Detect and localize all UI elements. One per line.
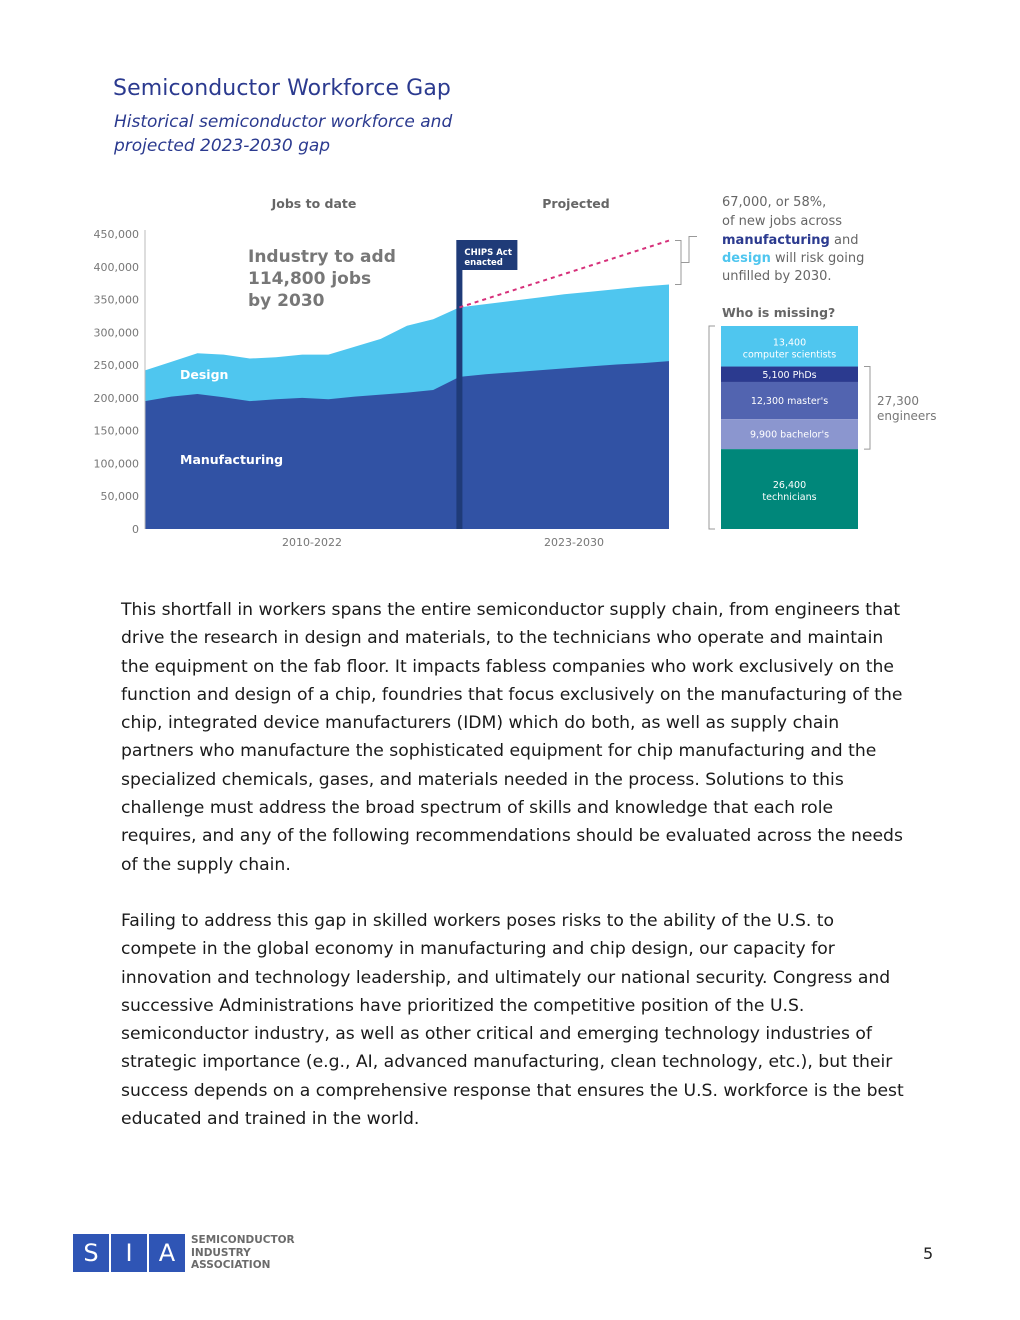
breakdown-label: 9,900 bachelor's bbox=[750, 430, 829, 441]
body-paragraph-2: Failing to address this gap in skilled w… bbox=[121, 911, 904, 1130]
y-tick-label: 300,000 bbox=[94, 326, 140, 339]
y-tick-label: 450,000 bbox=[94, 228, 140, 241]
page-subtitle: Historical semiconductor workforce and p… bbox=[114, 112, 453, 156]
headline-annotation-line: by 2030 bbox=[248, 291, 325, 311]
series-label-design: Design bbox=[180, 367, 228, 382]
y-tick-label: 0 bbox=[132, 523, 139, 536]
page-number: 5 bbox=[923, 1244, 934, 1263]
y-tick-label: 400,000 bbox=[94, 261, 140, 274]
chips-act-label-box bbox=[456, 240, 518, 270]
body-paragraph-1: This shortfall in workers spans the enti… bbox=[121, 600, 903, 875]
engineers-bracket bbox=[864, 366, 871, 450]
gap-connector bbox=[681, 236, 697, 264]
engineers-bracket-value: 27,300 bbox=[877, 394, 919, 408]
breakdown-segment bbox=[721, 449, 858, 529]
page-title: Semiconductor Workforce Gap bbox=[113, 76, 451, 101]
gap-note-line: unfilled by 2030. bbox=[722, 269, 832, 284]
logo-line-2: INDUSTRY bbox=[191, 1246, 251, 1259]
logo-letter-s: S bbox=[73, 1234, 109, 1272]
y-tick-label: 250,000 bbox=[94, 359, 140, 372]
y-tick-label: 350,000 bbox=[94, 294, 140, 307]
breakdown-count: 26,400 bbox=[773, 480, 806, 491]
breakdown-count: 13,400 bbox=[773, 337, 806, 348]
gap-note-line: design will risk going bbox=[722, 251, 864, 266]
breakdown-label: 5,100 PhDs bbox=[762, 370, 816, 381]
logo-line-1: SEMICONDUCTOR bbox=[191, 1234, 295, 1247]
y-tick-label: 200,000 bbox=[94, 392, 140, 405]
headline-annotation-line: Industry to add bbox=[248, 247, 396, 267]
section-label-jobs-to-date: Jobs to date bbox=[271, 196, 357, 211]
series-label-manufacturing: Manufacturing bbox=[180, 452, 283, 467]
gap-note-line: of new jobs across bbox=[722, 214, 842, 229]
chips-act-label-line-2: enacted bbox=[464, 258, 503, 268]
engineers-bracket-label: engineers bbox=[877, 409, 937, 423]
headline-annotation-line: 114,800 jobs bbox=[248, 269, 371, 289]
gap-note-line: manufacturing and bbox=[722, 233, 858, 248]
manufacturing-area bbox=[145, 361, 669, 529]
breakdown-title: Who is missing? bbox=[722, 305, 835, 320]
sia-logo: S I A SEMICONDUCTOR INDUSTRY ASSOCIATION bbox=[73, 1234, 295, 1272]
gap-bracket bbox=[675, 240, 682, 285]
breakdown-label: technicians bbox=[762, 492, 816, 503]
y-tick-label: 100,000 bbox=[94, 457, 140, 470]
section-label-projected: Projected bbox=[542, 196, 610, 211]
breakdown-label: 12,300 master's bbox=[751, 396, 828, 407]
logo-letter-i: I bbox=[111, 1234, 147, 1272]
breakdown-segment bbox=[721, 366, 858, 382]
workforce-chart: Jobs to date Projected 0 50,000 100,000 150,0… bbox=[94, 195, 937, 549]
breakdown-segment bbox=[721, 419, 858, 450]
y-tick-label: 50,000 bbox=[101, 490, 140, 503]
logo-letter-a: A bbox=[149, 1234, 185, 1272]
x-category-label: 2023-2030 bbox=[544, 536, 604, 549]
chips-act-marker bbox=[456, 240, 463, 529]
breakdown-segment bbox=[721, 381, 858, 420]
breakdown-label: computer scientists bbox=[743, 349, 837, 360]
logo-line-3: ASSOCIATION bbox=[191, 1259, 271, 1272]
chips-act-label-line-1: CHIPS Act bbox=[464, 248, 512, 258]
gap-note-line: 67,000, or 58%, bbox=[722, 195, 826, 210]
breakdown-left-bracket bbox=[708, 325, 715, 530]
breakdown-segment bbox=[721, 326, 858, 367]
x-category-label: 2010-2022 bbox=[282, 536, 342, 549]
y-tick-label: 150,000 bbox=[94, 425, 140, 438]
